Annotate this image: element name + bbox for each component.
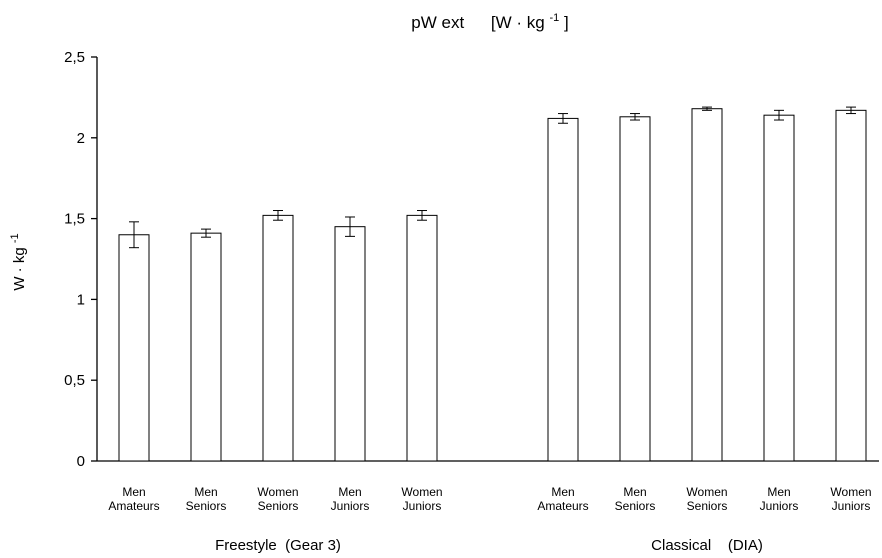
plot-area: 0 0,5 1 1,5 2 2,5 Men Amateurs Men Seniors Women Se… (64, 49, 879, 554)
bar (190, 232, 222, 462)
chart-title-unit-end: ] (564, 13, 569, 32)
chart-title-unit: [W · kg (491, 13, 545, 32)
group-label: Classical (DIA) (651, 537, 763, 554)
x-tick-label: Men Seniors (186, 485, 227, 513)
chart-title-main: pW ext (411, 13, 464, 32)
bar (547, 117, 579, 462)
x-tick-label: Women Seniors (686, 485, 727, 513)
chart-title: pW ext [W · kg -1 ] (411, 6, 568, 32)
bar (406, 214, 438, 462)
bar (118, 234, 150, 462)
y-axis-label: W · kg -1 (9, 233, 28, 290)
bar (763, 114, 795, 462)
x-tick-label: Women Juniors (401, 485, 442, 513)
x-tick-label: Men Amateurs (108, 485, 159, 513)
y-axis-label-main: W · kg (11, 247, 28, 290)
bar (262, 214, 294, 462)
y-tick-label: 1 (77, 291, 85, 308)
bar (619, 116, 651, 462)
bar (835, 109, 867, 462)
x-tick-label: Men Juniors (760, 485, 799, 513)
y-tick-label: 1,5 (64, 211, 85, 228)
y-tick-label: 2 (77, 130, 85, 147)
y-tick-label: 2,5 (64, 49, 85, 66)
chart-title-unit-sup: -1 (549, 12, 559, 24)
bar (334, 226, 366, 462)
group-label: Freestyle (Gear 3) (215, 537, 341, 554)
x-tick-label: Men Juniors (331, 485, 370, 513)
y-axis-label-sup: -1 (9, 233, 21, 243)
x-tick-label: Men Seniors (615, 485, 656, 513)
x-tick-label: Women Juniors (830, 485, 871, 513)
y-tick-label: 0 (77, 453, 85, 470)
bar (691, 108, 723, 462)
y-tick-label: 0,5 (64, 372, 85, 389)
x-tick-label: Women Seniors (257, 485, 298, 513)
x-tick-label: Men Amateurs (537, 485, 588, 513)
